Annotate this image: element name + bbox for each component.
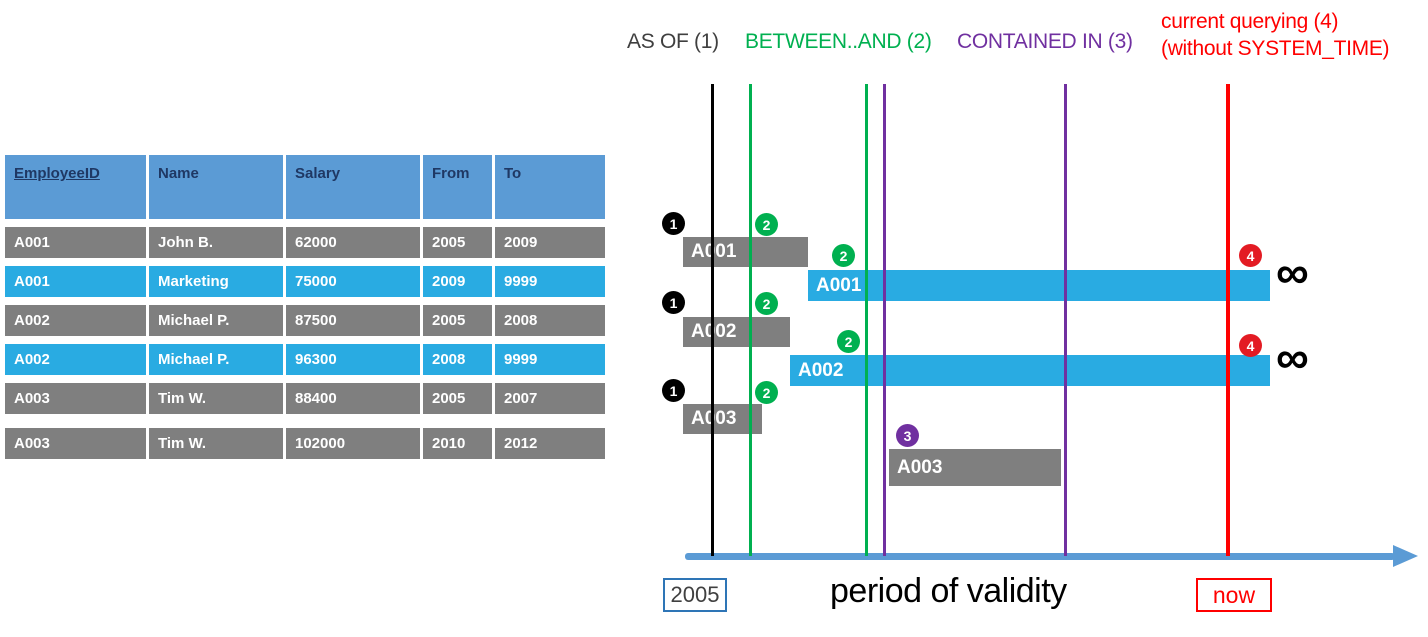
table-cell: 2008	[495, 305, 605, 336]
table-cell: Marketing	[149, 266, 283, 297]
table-row: A001 Marketing 75000 2009 9999	[5, 266, 605, 297]
table-cell: 2005	[423, 383, 492, 414]
table-row: A003 Tim W. 102000 2010 2012	[5, 428, 605, 459]
legend-current-querying-line2: (without SYSTEM_TIME)	[1161, 37, 1390, 60]
validity-bar-a001-historical: A001	[683, 237, 808, 267]
table-cell: 96300	[286, 344, 420, 375]
header-cell-to: To	[495, 155, 605, 219]
header-cell-salary: Salary	[286, 155, 420, 219]
table-cell: John B.	[149, 227, 283, 258]
bar-label: A003	[897, 456, 943, 478]
table-cell: A001	[5, 227, 146, 258]
legend-current-querying-label: current querying (4) (without SYSTEM_TIM…	[1161, 8, 1390, 62]
between-and-end-line	[865, 84, 868, 556]
table-cell: 88400	[286, 383, 420, 414]
table-cell: Michael P.	[149, 344, 283, 375]
legend-as-of-label: AS OF (1)	[627, 30, 719, 53]
table-row: A002 Michael P. 87500 2005 2008	[5, 305, 605, 336]
axis-now-label: now	[1196, 578, 1272, 612]
header-cell-name: Name	[149, 155, 283, 219]
contained-in-end-line	[1064, 84, 1067, 556]
infinity-icon: ∞	[1276, 246, 1309, 298]
table-cell: Michael P.	[149, 305, 283, 336]
badge-between-and-a002-current: 2	[837, 330, 860, 353]
table-cell: A001	[5, 266, 146, 297]
between-and-start-line	[749, 84, 752, 556]
badge-as-of-a003: 1	[662, 379, 685, 402]
table-row: A001 John B. 62000 2005 2009	[5, 227, 605, 258]
table-cell: Tim W.	[149, 428, 283, 459]
table-row: A003 Tim W. 88400 2005 2007	[5, 383, 605, 414]
badge-as-of-a002: 1	[662, 291, 685, 314]
table-cell: 9999	[495, 344, 605, 375]
table-cell: 75000	[286, 266, 420, 297]
table-row: A002 Michael P. 96300 2008 9999	[5, 344, 605, 375]
table-cell: 9999	[495, 266, 605, 297]
as-of-line	[711, 84, 714, 556]
bar-label: A002	[798, 359, 844, 381]
table-cell: 102000	[286, 428, 420, 459]
legend-between-and-label: BETWEEN..AND (2)	[745, 30, 932, 53]
table-cell: 2009	[495, 227, 605, 258]
employee-table: EmployeeID Name Salary From To A001 John…	[5, 155, 605, 459]
time-axis	[685, 553, 1395, 560]
table-cell: 62000	[286, 227, 420, 258]
table-cell: A003	[5, 428, 146, 459]
badge-contained-in-a003: 3	[896, 424, 919, 447]
badge-current-a002: 4	[1239, 334, 1262, 357]
badge-between-and-a002: 2	[755, 292, 778, 315]
contained-in-start-line	[883, 84, 886, 556]
legend-current-querying-line1: current querying (4)	[1161, 10, 1339, 33]
infinity-icon: ∞	[1276, 331, 1309, 383]
validity-bar-a002-historical: A002	[683, 317, 790, 347]
header-cell-from: From	[423, 155, 492, 219]
time-axis-arrowhead-icon	[1393, 545, 1418, 567]
table-cell: 87500	[286, 305, 420, 336]
now-line	[1226, 84, 1230, 556]
table-header-row: EmployeeID Name Salary From To	[5, 155, 605, 219]
legend-contained-in-label: CONTAINED IN (3)	[957, 30, 1133, 53]
badge-between-and-a003: 2	[755, 381, 778, 404]
table-cell: 2010	[423, 428, 492, 459]
table-cell: A003	[5, 383, 146, 414]
badge-between-and-a001-current: 2	[832, 244, 855, 267]
table-cell: 2007	[495, 383, 605, 414]
badge-current-a001: 4	[1239, 244, 1262, 267]
table-cell: A002	[5, 305, 146, 336]
header-cell-employeeid: EmployeeID	[5, 155, 146, 219]
table-cell: 2005	[423, 227, 492, 258]
validity-bar-a002-current: A002	[790, 355, 1270, 386]
badge-as-of-a001: 1	[662, 212, 685, 235]
table-cell: 2009	[423, 266, 492, 297]
validity-bar-a001-current: A001	[808, 270, 1270, 301]
table-cell: Tim W.	[149, 383, 283, 414]
table-cell: 2008	[423, 344, 492, 375]
table-cell: A002	[5, 344, 146, 375]
bar-label: A001	[816, 274, 862, 296]
table-cell: 2012	[495, 428, 605, 459]
table-cell: 2005	[423, 305, 492, 336]
validity-bar-a003-second: A003	[889, 449, 1061, 486]
period-of-validity-label: period of validity	[830, 572, 1067, 610]
badge-between-and-a001: 2	[755, 213, 778, 236]
axis-start-year-label: 2005	[663, 578, 727, 612]
